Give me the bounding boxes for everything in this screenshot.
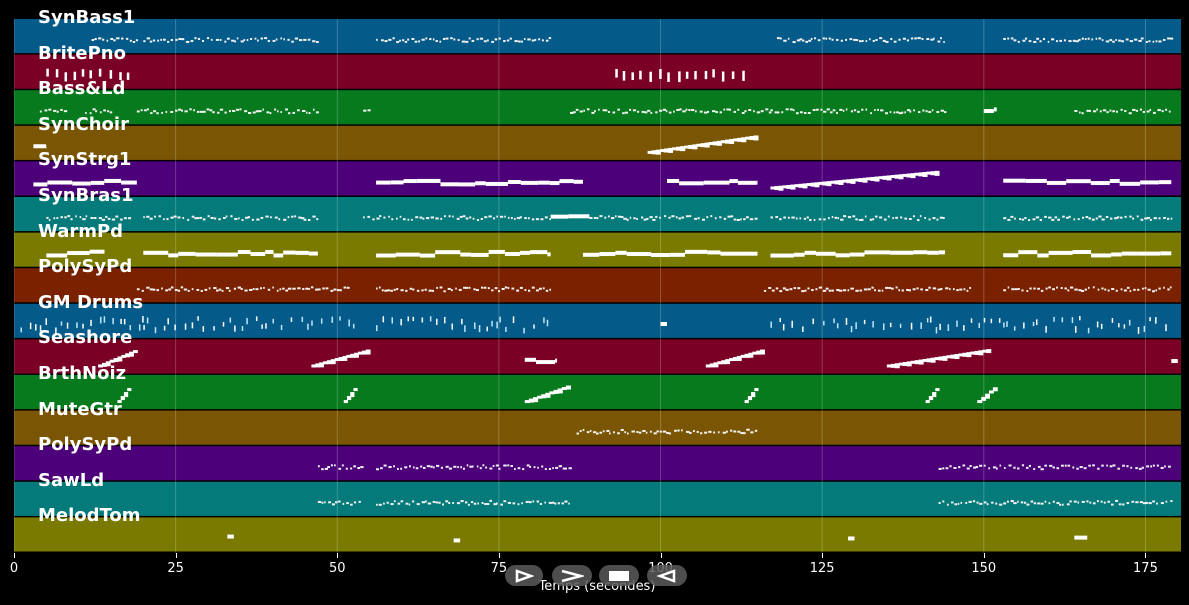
track-label: MelodTom — [38, 505, 141, 527]
x-tick-mark — [1145, 553, 1147, 558]
note-group — [136, 286, 1172, 293]
track-row — [14, 410, 1181, 445]
x-tick-mark — [983, 553, 985, 558]
forward-button[interactable] — [552, 565, 592, 586]
x-tick-label: 50 — [328, 561, 346, 576]
piano-roll-canvas — [13, 19, 1181, 553]
note-group — [33, 170, 1172, 191]
track-row — [14, 161, 1181, 196]
x-tick-mark — [14, 553, 15, 558]
x-tick-mark — [498, 553, 500, 558]
track-row — [14, 19, 1181, 54]
track-label: GM Drums — [38, 291, 144, 313]
track-row — [14, 232, 1181, 267]
note-group — [46, 249, 1172, 258]
track-label: SynBass1 — [38, 7, 136, 28]
track-label: SynChoir — [38, 113, 129, 135]
piano-roll-plot — [13, 19, 1181, 553]
track-label: PolySyPd — [38, 434, 133, 456]
note-group — [33, 135, 759, 155]
note-group — [317, 499, 1173, 506]
play-button[interactable] — [505, 565, 543, 586]
track-row — [14, 303, 1181, 338]
stop-icon — [609, 570, 629, 581]
x-tick-mark — [822, 553, 824, 558]
note-group — [39, 107, 1171, 115]
x-tick-label: 150 — [971, 561, 997, 576]
stop-button[interactable] — [599, 565, 639, 586]
track-row — [14, 268, 1181, 303]
track-label: WarmPd — [38, 220, 124, 242]
note-group — [317, 464, 1171, 471]
play-outline-icon — [515, 568, 534, 583]
track-row — [14, 90, 1181, 125]
track-label: BritePno — [38, 42, 126, 64]
track-label: Seashore — [38, 327, 133, 349]
track-label: Bass&Ld — [38, 78, 126, 100]
x-tick-label: 0 — [9, 561, 19, 576]
rewind-icon — [656, 568, 676, 583]
track-row — [14, 54, 1181, 89]
track-label: PolySyPd — [38, 256, 133, 278]
track-row — [14, 481, 1181, 516]
note-group — [576, 428, 758, 435]
chevron-right-icon — [561, 569, 584, 582]
track-label: BrthNoiz — [38, 363, 127, 384]
track-label: SynBras1 — [38, 185, 134, 206]
note-group — [117, 385, 998, 404]
x-tick-label: 125 — [809, 561, 835, 576]
note-group — [46, 68, 745, 83]
x-tick-label: 75 — [490, 561, 508, 576]
x-tick-label: 175 — [1133, 561, 1158, 576]
note-group — [20, 315, 1167, 334]
x-tick-mark — [660, 553, 662, 558]
track-row — [14, 375, 1181, 410]
track-row — [14, 197, 1181, 232]
track-row — [14, 125, 1181, 160]
track-label: SawLd — [38, 469, 105, 491]
rewind-button[interactable] — [647, 565, 687, 586]
track-row — [14, 517, 1181, 552]
x-tick-mark — [175, 553, 177, 558]
note-group — [46, 214, 1173, 222]
note-group — [98, 349, 1178, 369]
track-label: MuteGtr — [38, 398, 122, 420]
note-group — [91, 37, 1174, 44]
x-tick-label: 25 — [167, 561, 184, 576]
track-row — [14, 339, 1181, 374]
x-tick-mark — [337, 553, 339, 558]
track-label: SynStrg1 — [38, 149, 132, 171]
note-group — [227, 534, 1088, 543]
track-row — [14, 446, 1181, 481]
